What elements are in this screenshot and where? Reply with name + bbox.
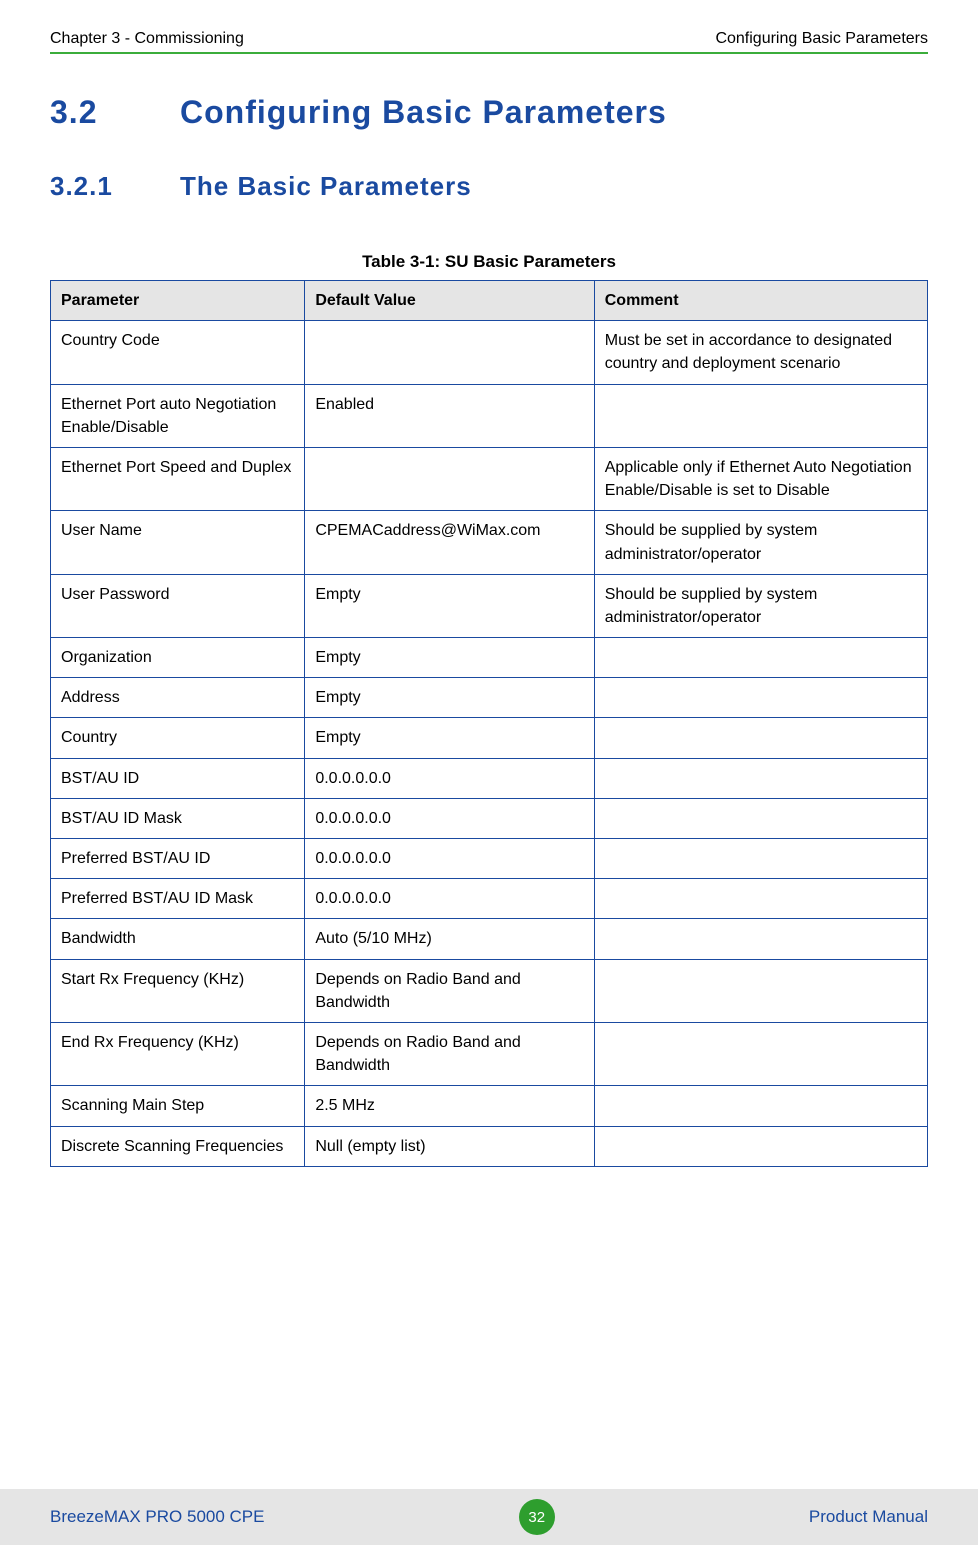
cell-default: Depends on Radio Band and Bandwidth	[305, 959, 594, 1022]
cell-parameter: Address	[51, 678, 305, 718]
running-header: Chapter 3 - Commissioning Configuring Ba…	[50, 30, 928, 52]
table-row: Country Code Must be set in accordance to…	[51, 321, 928, 384]
cell-comment	[594, 1086, 927, 1126]
header-rule	[50, 52, 928, 54]
table-row: Preferred BST/AU ID0.0.0.0.0.0	[51, 839, 928, 879]
cell-default: Depends on Radio Band and Bandwidth	[305, 1022, 594, 1085]
header-right: Configuring Basic Parameters	[715, 30, 928, 48]
table-row: Ethernet Port Speed and Duplex Applicable…	[51, 447, 928, 510]
table-row: BST/AU ID0.0.0.0.0.0	[51, 758, 928, 798]
cell-comment	[594, 798, 927, 838]
cell-default: Auto (5/10 MHz)	[305, 919, 594, 959]
cell-comment	[594, 758, 927, 798]
table-row: User NameCPEMACaddress@WiMax.comShould b…	[51, 511, 928, 574]
table-caption: Table 3-1: SU Basic Parameters	[50, 252, 928, 272]
cell-parameter: BST/AU ID Mask	[51, 798, 305, 838]
cell-default: CPEMACaddress@WiMax.com	[305, 511, 594, 574]
subsection-title: The Basic Parameters	[180, 171, 472, 201]
col-default: Default Value	[305, 281, 594, 321]
cell-parameter: Ethernet Port Speed and Duplex	[51, 447, 305, 510]
cell-parameter: End Rx Frequency (KHz)	[51, 1022, 305, 1085]
footer-left: BreezeMAX PRO 5000 CPE	[50, 1507, 264, 1527]
cell-parameter: BST/AU ID	[51, 758, 305, 798]
cell-parameter: Preferred BST/AU ID Mask	[51, 879, 305, 919]
table-row: BST/AU ID Mask0.0.0.0.0.0	[51, 798, 928, 838]
cell-comment	[594, 1126, 927, 1166]
cell-default: Empty	[305, 678, 594, 718]
cell-comment	[594, 879, 927, 919]
section-heading: 3.2Configuring Basic Parameters	[50, 94, 928, 131]
table-header-row: Parameter Default Value Comment	[51, 281, 928, 321]
col-parameter: Parameter	[51, 281, 305, 321]
cell-default: 0.0.0.0.0.0	[305, 839, 594, 879]
cell-parameter: User Password	[51, 574, 305, 637]
table-row: CountryEmpty	[51, 718, 928, 758]
footer: BreezeMAX PRO 5000 CPE 32 Product Manual	[0, 1489, 978, 1545]
cell-parameter: Scanning Main Step	[51, 1086, 305, 1126]
cell-parameter: Ethernet Port auto Negotiation Enable/Di…	[51, 384, 305, 447]
cell-comment	[594, 678, 927, 718]
table-row: Preferred BST/AU ID Mask0.0.0.0.0.0	[51, 879, 928, 919]
cell-parameter: Country Code	[51, 321, 305, 384]
page: Chapter 3 - Commissioning Configuring Ba…	[0, 0, 978, 1545]
table-row: BandwidthAuto (5/10 MHz)	[51, 919, 928, 959]
cell-default: Enabled	[305, 384, 594, 447]
table-row: Discrete Scanning FrequenciesNull (empty…	[51, 1126, 928, 1166]
cell-comment	[594, 718, 927, 758]
cell-comment: Should be supplied by system administrat…	[594, 511, 927, 574]
subsection-number: 3.2.1	[50, 171, 180, 202]
cell-parameter: Discrete Scanning Frequencies	[51, 1126, 305, 1166]
table-row: Start Rx Frequency (KHz)Depends on Radio…	[51, 959, 928, 1022]
cell-parameter: Start Rx Frequency (KHz)	[51, 959, 305, 1022]
cell-parameter: Organization	[51, 638, 305, 678]
subsection-heading: 3.2.1The Basic Parameters	[50, 171, 928, 202]
cell-parameter: Preferred BST/AU ID	[51, 839, 305, 879]
cell-comment	[594, 959, 927, 1022]
table-body: Country Code Must be set in accordance to…	[51, 321, 928, 1167]
header-left: Chapter 3 - Commissioning	[50, 30, 244, 48]
cell-default: Empty	[305, 638, 594, 678]
cell-comment	[594, 919, 927, 959]
table-row: Ethernet Port auto Negotiation Enable/Di…	[51, 384, 928, 447]
cell-comment: Applicable only if Ethernet Auto Negotia…	[594, 447, 927, 510]
cell-default: 2.5 MHz	[305, 1086, 594, 1126]
cell-comment	[594, 384, 927, 447]
table-row: User PasswordEmptyShould be supplied by …	[51, 574, 928, 637]
cell-parameter: User Name	[51, 511, 305, 574]
section-title: Configuring Basic Parameters	[180, 94, 667, 130]
footer-right: Product Manual	[809, 1507, 928, 1527]
section-number: 3.2	[50, 94, 180, 131]
cell-default: 0.0.0.0.0.0	[305, 879, 594, 919]
cell-parameter: Bandwidth	[51, 919, 305, 959]
table-row: OrganizationEmpty	[51, 638, 928, 678]
table-row: AddressEmpty	[51, 678, 928, 718]
cell-default: Empty	[305, 574, 594, 637]
col-comment: Comment	[594, 281, 927, 321]
cell-default: 0.0.0.0.0.0	[305, 758, 594, 798]
cell-comment: Must be set in accordance to designated …	[594, 321, 927, 384]
table-row: End Rx Frequency (KHz)Depends on Radio B…	[51, 1022, 928, 1085]
cell-comment	[594, 1022, 927, 1085]
cell-default: Null (empty list)	[305, 1126, 594, 1166]
cell-parameter: Country	[51, 718, 305, 758]
cell-comment: Should be supplied by system administrat…	[594, 574, 927, 637]
table-row: Scanning Main Step2.5 MHz	[51, 1086, 928, 1126]
cell-default: 0.0.0.0.0.0	[305, 798, 594, 838]
parameters-table: Parameter Default Value Comment Country …	[50, 280, 928, 1167]
cell-default	[305, 321, 594, 384]
cell-comment	[594, 839, 927, 879]
cell-comment	[594, 638, 927, 678]
cell-default: Empty	[305, 718, 594, 758]
cell-default	[305, 447, 594, 510]
page-number-badge: 32	[519, 1499, 555, 1535]
